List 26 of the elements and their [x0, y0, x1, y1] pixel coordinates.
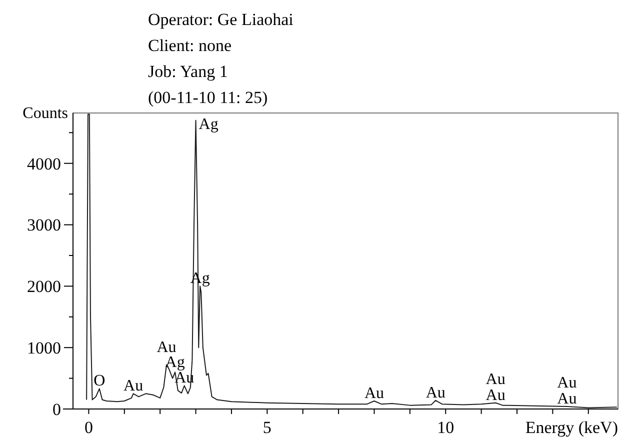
- text: Client: none: [148, 36, 232, 55]
- y-tick-label: 0: [52, 400, 61, 419]
- annotation: Ag: [165, 354, 185, 372]
- x-tick-label: 0: [84, 418, 93, 437]
- annotation: Ag: [198, 116, 218, 133]
- annotation: Au: [557, 390, 577, 408]
- y-tick-label: 2000: [27, 277, 61, 296]
- line-series: [86, 114, 618, 408]
- text: Job: Yang 1: [148, 62, 228, 81]
- y-tick-label: 3000: [27, 216, 61, 235]
- y-tick-label: 4000: [27, 154, 61, 174]
- annotation: Au: [124, 378, 144, 395]
- text: Operator: Ge Liaohai: [148, 10, 294, 29]
- x-tick-label: 10: [437, 418, 454, 437]
- x-tick-label: 5: [262, 418, 272, 437]
- annotation: Au: [156, 338, 176, 356]
- x-axis-title: Energy (keV): [525, 418, 618, 437]
- text: (00-11-10 11: 25): [148, 88, 268, 107]
- annotation: Au: [364, 385, 384, 402]
- annotation: Au: [557, 374, 577, 392]
- y-axis-title: Counts: [22, 105, 68, 122]
- annotation: Au: [486, 370, 506, 388]
- annotation: Au: [486, 386, 506, 404]
- annotation: O: [94, 372, 106, 390]
- y-tick-label: 1000: [27, 338, 61, 358]
- annotation: Au: [426, 384, 446, 402]
